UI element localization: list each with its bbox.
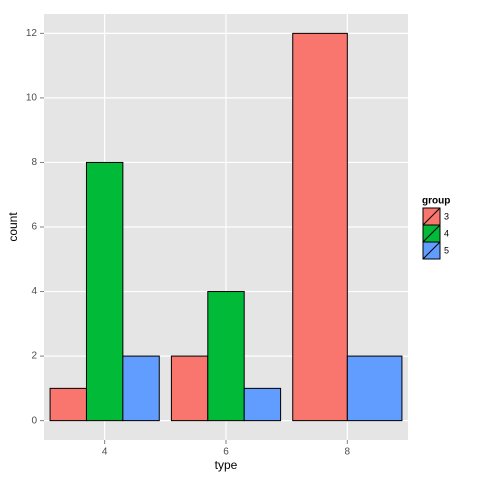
bar	[243, 387, 282, 422]
y-tick-label: 6	[31, 222, 37, 233]
bar	[85, 161, 124, 422]
legend-label: 5	[444, 245, 449, 255]
bar	[207, 291, 245, 422]
bar	[346, 355, 403, 422]
y-tick-label: 10	[26, 93, 38, 104]
legend-key-slash	[422, 241, 441, 260]
bar	[170, 355, 209, 422]
y-tick-label: 0	[31, 415, 37, 426]
y-tick-label: 4	[31, 286, 37, 297]
bar	[49, 387, 87, 422]
x-axis-title: type	[215, 458, 238, 472]
legend-key-slash	[422, 224, 441, 243]
legend-title: group	[422, 196, 450, 207]
y-tick-label: 2	[31, 351, 37, 362]
legend-key-slash	[422, 207, 441, 226]
legend-label: 3	[444, 211, 449, 221]
y-axis-title: count	[6, 212, 20, 242]
x-tick-label: 4	[102, 447, 108, 458]
x-tick-label: 8	[345, 447, 351, 458]
legend-label: 4	[444, 228, 449, 238]
bar	[292, 32, 348, 422]
x-tick-label: 6	[223, 447, 229, 458]
bar	[122, 355, 160, 422]
y-tick-label: 12	[26, 28, 38, 39]
y-tick-label: 8	[31, 157, 37, 168]
